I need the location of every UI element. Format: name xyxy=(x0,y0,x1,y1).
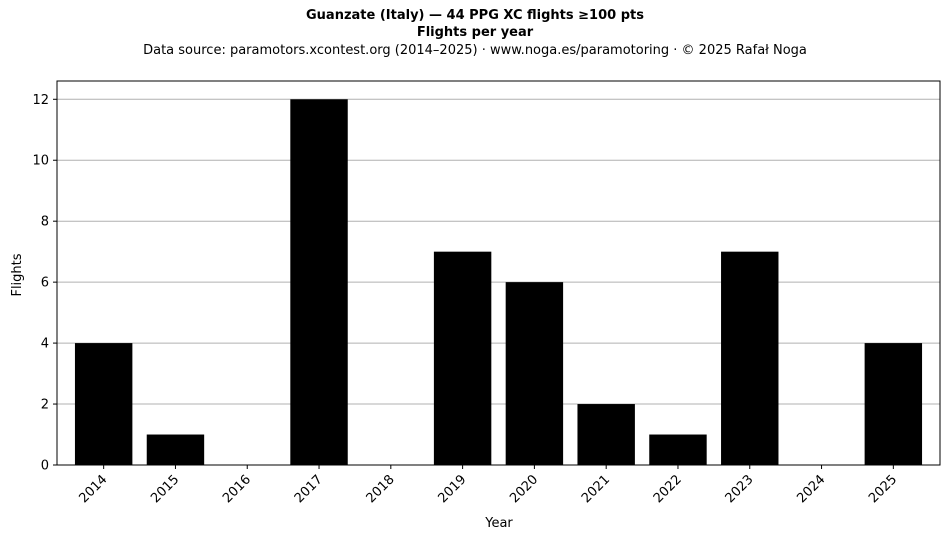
bar-2015 xyxy=(146,434,205,465)
x-tick-label-2016: 2016 xyxy=(220,472,254,506)
y-tick-label-6: 6 xyxy=(41,276,49,291)
x-axis-label: Year xyxy=(484,516,513,531)
y-tick-label-10: 10 xyxy=(32,154,49,169)
x-ticks: 2014 2015 2016 2017 2018 2019 2020 2021 2022 2023… xyxy=(76,465,900,506)
chart-title: Guanzate (Italy) — 44 PPG XC flights ≥10… xyxy=(306,8,644,23)
plot-frame xyxy=(56,80,941,466)
x-tick-label-2017: 2017 xyxy=(292,472,326,506)
bar-2020 xyxy=(505,282,564,465)
bar-2021 xyxy=(577,404,635,465)
x-tick-label-2025: 2025 xyxy=(866,472,900,506)
y-tick-label-12: 12 xyxy=(32,93,49,108)
bars xyxy=(74,99,923,466)
x-tick-label-2024: 2024 xyxy=(794,472,828,506)
bar-2022 xyxy=(649,434,707,465)
bar-2019 xyxy=(433,251,492,465)
chart-subtitle: Flights per year xyxy=(416,25,534,40)
y-axis-label: Flights xyxy=(10,253,25,296)
bar-2017 xyxy=(290,99,348,466)
bar-2014 xyxy=(74,343,133,465)
y-ticks: 0 2 4 6 8 10 12 xyxy=(32,93,57,474)
data-source-note: Data source: paramotors.xcontest.org (20… xyxy=(143,43,807,58)
x-tick-label-2021: 2021 xyxy=(579,472,613,506)
axes xyxy=(56,80,941,466)
x-tick-label-2018: 2018 xyxy=(364,472,398,506)
grid-lines xyxy=(57,98,940,466)
y-tick-label-0: 0 xyxy=(41,459,49,474)
y-tick-label-2: 2 xyxy=(41,398,49,413)
x-tick-label-2014: 2014 xyxy=(76,472,110,506)
y-tick-label-4: 4 xyxy=(41,337,49,352)
x-tick-label-2022: 2022 xyxy=(651,472,685,506)
bar-2023 xyxy=(721,251,779,465)
x-tick-label-2020: 2020 xyxy=(507,472,541,506)
y-tick-label-8: 8 xyxy=(41,215,49,230)
bar-2025 xyxy=(864,343,923,465)
x-tick-label-2015: 2015 xyxy=(148,472,182,506)
x-tick-label-2019: 2019 xyxy=(435,472,469,506)
x-tick-label-2023: 2023 xyxy=(723,472,757,506)
